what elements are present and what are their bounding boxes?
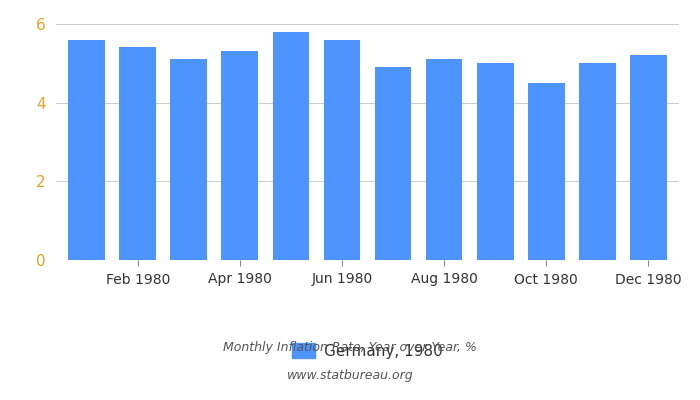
Bar: [374, 67, 412, 260]
Bar: [630, 55, 666, 260]
Bar: [69, 40, 105, 260]
Bar: [528, 83, 565, 260]
Text: Monthly Inflation Rate, Year over Year, %: Monthly Inflation Rate, Year over Year, …: [223, 342, 477, 354]
Text: www.statbureau.org: www.statbureau.org: [287, 370, 413, 382]
Bar: [221, 51, 258, 260]
Bar: [119, 48, 156, 260]
Legend: Germany, 1980: Germany, 1980: [286, 337, 449, 365]
Bar: [170, 59, 207, 260]
Bar: [272, 32, 309, 260]
Bar: [579, 63, 616, 260]
Bar: [426, 59, 463, 260]
Bar: [477, 63, 514, 260]
Bar: [323, 40, 360, 260]
